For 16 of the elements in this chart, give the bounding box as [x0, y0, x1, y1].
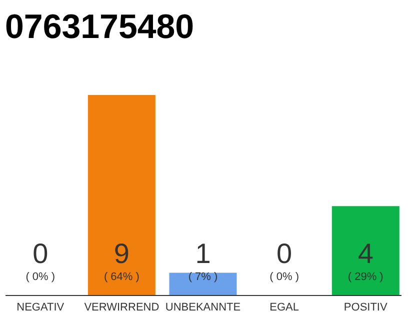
data-label: 9	[114, 238, 130, 269]
annotation: ( 7% )	[188, 271, 218, 283]
annotation: ( 29% )	[348, 271, 384, 283]
x-tick-label: UNBEKANNTE	[165, 302, 241, 314]
x-tick-label: EGAL	[270, 302, 299, 314]
x-tick-label: NEGATIV	[16, 302, 65, 314]
data-label: 4	[358, 238, 374, 269]
data-label: 0	[276, 238, 292, 269]
x-tick-label: VERWIRREND	[84, 302, 160, 314]
data-label: 1	[195, 238, 211, 269]
annotation: ( 0% )	[270, 271, 299, 283]
x-tick-label: POSITIV	[344, 302, 388, 314]
data-label: 0	[32, 238, 48, 269]
annotation: ( 0% )	[26, 271, 56, 283]
chart-title: 0763175480	[5, 8, 194, 46]
annotation: ( 64% )	[104, 271, 140, 283]
